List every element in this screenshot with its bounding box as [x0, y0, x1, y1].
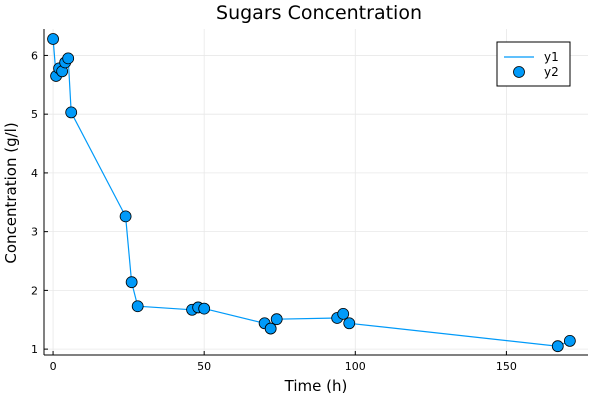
x-tick-label: 0: [50, 360, 57, 373]
legend-y2-marker-swatch: [513, 66, 525, 78]
series-y2-points: [47, 33, 576, 353]
data-point: [270, 313, 283, 326]
data-point: [131, 300, 144, 313]
x-axis-label: Time (h): [284, 377, 348, 395]
y-tick-label: 4: [31, 167, 38, 180]
legend: y1 y2: [496, 41, 571, 87]
ticks: 0 50 100 150 1 2 3 4 5 6: [31, 49, 517, 373]
data-point: [337, 307, 350, 320]
data-point: [47, 33, 59, 45]
data-point: [563, 335, 576, 347]
x-tick-label: 150: [496, 360, 517, 373]
data-point: [264, 322, 277, 335]
data-point: [62, 52, 75, 65]
legend-y2-label: y2: [544, 65, 559, 79]
axes: [43, 29, 588, 356]
chart-title: Sugars Concentration: [216, 2, 422, 24]
y-tick-label: 2: [31, 284, 38, 297]
y-axis-label: Concentration (g/l): [2, 122, 20, 263]
data-point: [119, 210, 132, 223]
y-tick-label: 5: [31, 108, 38, 121]
data-point: [343, 317, 356, 330]
y-tick-label: 6: [31, 49, 38, 62]
data-point: [198, 302, 211, 315]
legend-box: [496, 41, 571, 87]
data-point: [125, 276, 138, 289]
data-point: [65, 106, 78, 119]
legend-y1-label: y1: [544, 50, 559, 64]
x-tick-label: 100: [345, 360, 366, 373]
y-tick-label: 1: [31, 343, 38, 356]
data-point: [551, 340, 564, 353]
y-tick-label: 3: [31, 226, 38, 239]
x-tick-label: 50: [197, 360, 211, 373]
